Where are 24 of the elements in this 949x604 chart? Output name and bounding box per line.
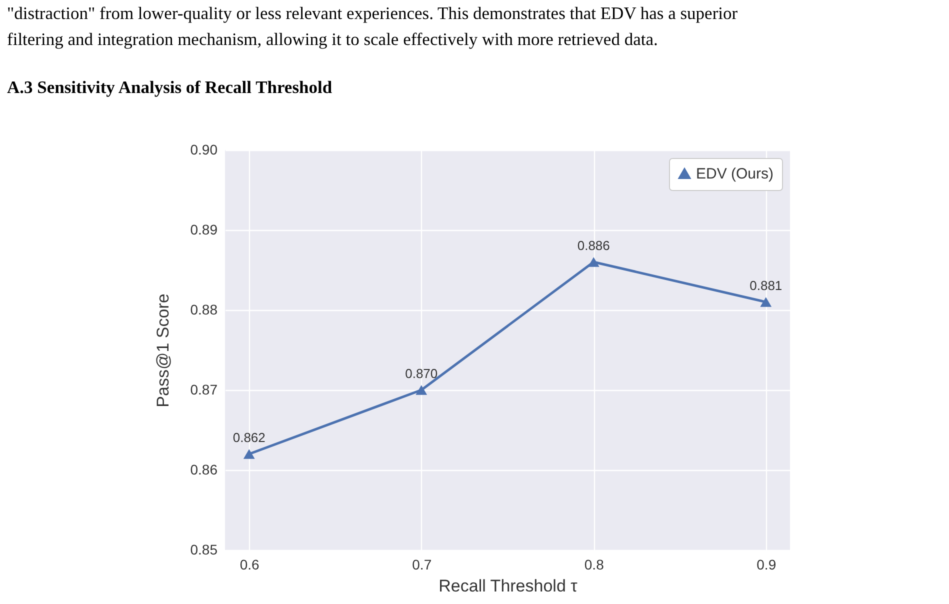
x-tick-label: 0.7 [412, 556, 432, 572]
point [416, 385, 428, 395]
data-label: 0.886 [577, 238, 610, 253]
text: "distraction" from lower-quality or less relevant experiences. This demonstrates that EDV has a superior [7, 3, 738, 23]
y-tick-label: 0.90 [190, 142, 218, 158]
y-axis-title: Pass@1 Score [153, 294, 172, 408]
y-tick-label: 0.86 [190, 462, 218, 478]
data-label: 0.870 [405, 366, 438, 381]
y-tick-label: 0.88 [190, 302, 218, 318]
x-tick-label: 0.6 [240, 556, 260, 572]
x-tick-label: 0.9 [756, 556, 776, 572]
legend-label: EDV (Ours) [696, 166, 774, 182]
x-axis-title: Recall Threshold τ [438, 576, 578, 596]
y-tick-label: 0.87 [190, 382, 218, 398]
chart-title: A.3 Sensitivity Analysis of Recall Threshold [7, 77, 332, 97]
point [760, 297, 772, 307]
data-label: 0.881 [750, 278, 782, 293]
point [243, 449, 255, 459]
x-tick-label: 0.8 [584, 556, 604, 572]
data-label: 0.862 [232, 430, 266, 445]
y-tick-label: 0.85 [190, 542, 218, 558]
y-tick-label: 0.89 [190, 222, 218, 238]
text: filtering and integration mechanism, allowing it to scale effectively with more retrieved data. [7, 29, 658, 49]
point [588, 257, 600, 267]
